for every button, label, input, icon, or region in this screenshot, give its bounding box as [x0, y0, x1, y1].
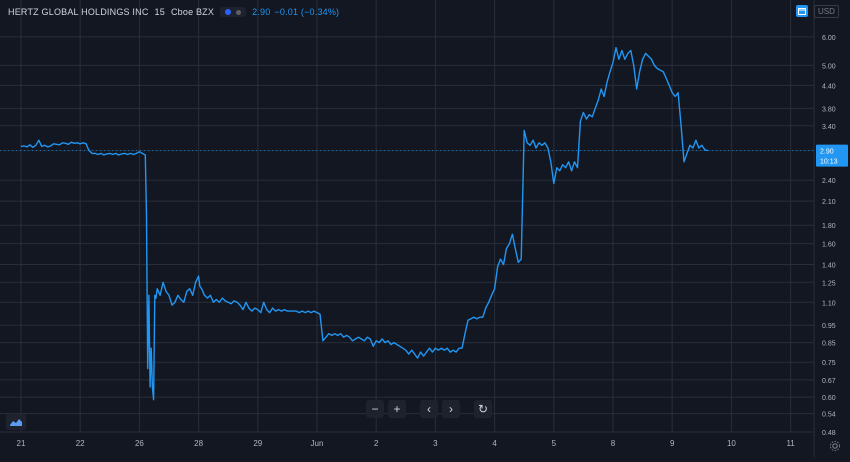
- y-tick-label: 0.85: [822, 341, 836, 348]
- tradingview-logo-icon[interactable]: [6, 414, 26, 430]
- y-tick-label: 0.95: [822, 323, 836, 330]
- x-tick-label: 5: [552, 439, 557, 448]
- symbol-name[interactable]: HERTZ GLOBAL HOLDINGS INC: [8, 7, 149, 17]
- x-tick-label: 4: [492, 439, 497, 448]
- x-tick-label: 3: [433, 439, 438, 448]
- x-tick-label: 22: [76, 439, 85, 448]
- y-tick-label: 2.10: [822, 199, 836, 206]
- x-tick-label: 9: [670, 439, 675, 448]
- axes: 21 22 26 28 29 Jun 2 3 4 5 8 9 10 11 6.00 5.00 4.40 3.80 3…: [0, 0, 836, 457]
- scroll-right-button[interactable]: ›: [442, 400, 460, 418]
- zoom-out-button[interactable]: −: [366, 400, 384, 418]
- y-tick-label: 3.40: [822, 124, 836, 131]
- x-tick-label: 28: [194, 439, 203, 448]
- x-tick-label: Jun: [311, 439, 324, 448]
- scroll-left-button[interactable]: ‹: [420, 400, 438, 418]
- y-tick-label: 3.80: [822, 106, 836, 113]
- y-tick-label: 4.40: [822, 83, 836, 90]
- price-series-line: [20, 47, 708, 401]
- interval-label[interactable]: 15: [154, 7, 165, 17]
- reset-chart-button[interactable]: ↻: [474, 400, 492, 418]
- status-dot-icon: [236, 9, 242, 15]
- y-tick-label: 0.54: [822, 412, 836, 419]
- currency-button[interactable]: USD: [814, 4, 839, 18]
- last-price: 2.90: [252, 7, 271, 17]
- market-open-icon: [225, 9, 232, 15]
- series: [20, 47, 708, 401]
- x-tick-label: 10: [727, 439, 736, 448]
- price-change: −0.01 (−0.34%): [274, 7, 340, 17]
- labels: 2.90 10:13: [0, 144, 848, 167]
- currency-area: USD: [796, 4, 839, 18]
- settings-gear-icon[interactable]: [828, 439, 842, 453]
- y-tick-label: 5.00: [822, 63, 836, 70]
- grid: [0, 0, 814, 433]
- y-tick-label: 2.40: [822, 178, 836, 185]
- last-price-tag: [816, 144, 848, 167]
- y-tick-label: 1.80: [822, 223, 836, 230]
- y-tick-label: 1.40: [822, 263, 836, 270]
- y-tick-label: 1.10: [822, 300, 836, 307]
- y-tick-label: 0.75: [822, 360, 836, 367]
- zoom-toolbar: − + ‹ › ↻: [366, 400, 492, 418]
- x-tick-label: 26: [135, 439, 144, 448]
- status-indicator[interactable]: [220, 7, 247, 17]
- calendar-icon[interactable]: [796, 5, 808, 17]
- x-tick-label: 21: [17, 439, 26, 448]
- last-price-tag-time: 10:13: [820, 159, 838, 166]
- x-tick-label: 29: [253, 439, 262, 448]
- y-tick-label: 0.67: [822, 378, 836, 385]
- y-tick-label: 0.60: [822, 395, 836, 402]
- y-tick-label: 1.60: [822, 242, 836, 249]
- exchange-label: Cboe BZX: [170, 7, 215, 17]
- x-tick-label: 2: [374, 439, 379, 448]
- y-tick-label: 1.25: [822, 280, 836, 287]
- last-price-tag-value: 2.90: [820, 149, 834, 156]
- chart-header: HERTZ GLOBAL HOLDINGS INC 15 Cboe BZX 2.…: [8, 4, 339, 20]
- y-tick-label: 6.00: [822, 35, 836, 42]
- y-tick-label: 0.48: [822, 430, 836, 437]
- zoom-in-button[interactable]: +: [388, 400, 406, 418]
- x-tick-label: 11: [786, 439, 795, 448]
- x-tick-label: 8: [611, 439, 616, 448]
